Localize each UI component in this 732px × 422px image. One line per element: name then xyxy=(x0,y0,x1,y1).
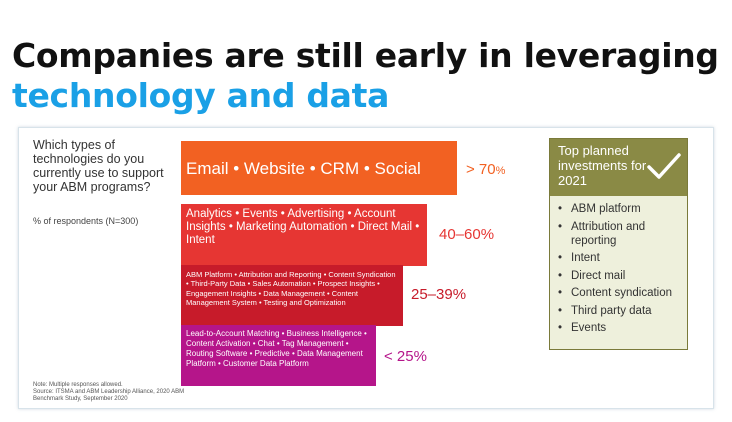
value-label-tier-4-number: < 25 xyxy=(384,348,414,365)
respondents-label: % of respondents (N=300) xyxy=(33,216,139,226)
survey-question: Which types of technologies do you curre… xyxy=(33,138,164,194)
value-label-tier-3-unit: % xyxy=(452,286,467,303)
check-icon xyxy=(647,153,681,179)
note-text: Note: Multiple responses allowed. xyxy=(33,382,123,388)
bar-tier-3-label: ABM Platform • Attribution and Reporting… xyxy=(186,270,396,307)
value-label-tier-2-unit: % xyxy=(480,226,495,243)
bar-tier-1: Email • Website • CRM • Social xyxy=(181,141,457,195)
list-item: ABM platform xyxy=(558,202,683,216)
value-label-tier-2-number: 40–60 xyxy=(439,226,481,243)
source-note: Note: Multiple responses allowed. Source… xyxy=(33,382,193,403)
source-text: Source: ITSMA and ABM Leadership Allianc… xyxy=(33,389,185,402)
value-label-tier-4: < 25% xyxy=(384,348,427,365)
value-label-tier-1-number: > 70 xyxy=(466,161,496,178)
bar-tier-3: ABM Platform • Attribution and Reporting… xyxy=(181,265,403,326)
bar-tier-4-label: Lead-to-Account Matching • Business Inte… xyxy=(186,329,367,368)
planned-investments-list: ABM platform Attribution and reporting I… xyxy=(558,202,683,339)
list-item: Intent xyxy=(558,251,683,265)
value-label-tier-1-unit: % xyxy=(495,165,506,177)
list-item: Content syndication xyxy=(558,286,683,300)
value-label-tier-4-unit: % xyxy=(413,348,427,365)
value-label-tier-3: 25–39% xyxy=(411,286,466,303)
planned-investments-box: Top planned investments for 2021 ABM pla… xyxy=(549,138,688,350)
headline: Companies are still early in leveraging … xyxy=(12,36,724,116)
value-label-tier-1: > 70% xyxy=(466,161,505,178)
planned-investments-header: Top planned investments for 2021 xyxy=(550,139,687,196)
headline-line-1: Companies are still early in leveraging xyxy=(12,36,719,75)
bar-tier-2: Analytics • Events • Advertising • Accou… xyxy=(181,204,427,266)
planned-investments-title: Top planned investments for 2021 xyxy=(558,143,647,188)
bar-tier-2-label: Analytics • Events • Advertising • Accou… xyxy=(186,208,420,246)
list-item: Attribution and reporting xyxy=(558,220,683,248)
value-label-tier-2: 40–60% xyxy=(439,226,494,243)
value-label-tier-3-number: 25–39 xyxy=(411,286,453,303)
list-item: Third party data xyxy=(558,304,683,318)
chart-panel: Which types of technologies do you curre… xyxy=(18,127,714,409)
list-item: Direct mail xyxy=(558,269,683,283)
headline-line-2: technology and data xyxy=(12,76,390,115)
list-item: Events xyxy=(558,321,683,335)
bar-tier-1-label: Email • Website • CRM • Social xyxy=(186,159,421,178)
bar-tier-4: Lead-to-Account Matching • Business Inte… xyxy=(181,325,376,386)
